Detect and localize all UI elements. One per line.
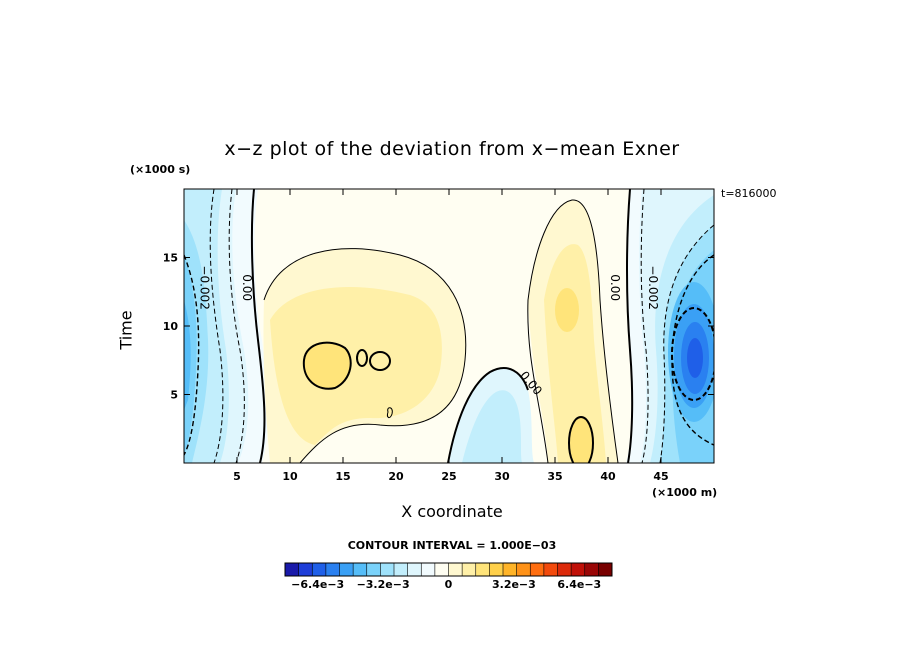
contour-field	[184, 189, 714, 463]
y-tick-label: 15	[163, 252, 178, 265]
colorbar-swatch	[298, 563, 313, 576]
colorbar-swatch	[285, 563, 300, 576]
colorbar-tick-label: 3.2e−3	[492, 578, 536, 591]
colorbar-swatch	[557, 563, 572, 576]
x-tick-label: 15	[335, 470, 350, 483]
colorbar-frame	[284, 562, 613, 577]
colorbar-swatch	[421, 563, 436, 576]
colorbar-tick-label: −3.2e−3	[357, 578, 410, 591]
colorbar: −6.4e−3 −3.2e−3 0 3.2e−3 6.4e−3	[284, 562, 613, 591]
time-stamp-label: t=816000	[721, 187, 777, 200]
colorbar-swatch	[584, 563, 599, 576]
colorbar-swatch	[462, 563, 477, 576]
contour-label: −0.002	[646, 265, 660, 309]
x-tick-label: 40	[600, 470, 616, 483]
x-tick-label: 35	[547, 470, 562, 483]
colorbar-swatch	[366, 563, 381, 576]
contour-interval-label: CONTOUR INTERVAL = 1.000E−03	[347, 539, 557, 552]
chart-title: x−z plot of the deviation from x−mean Ex…	[224, 138, 680, 160]
contour-label: 0.00	[608, 274, 622, 301]
colorbar-swatch	[503, 563, 518, 576]
colorbar-swatch	[543, 563, 558, 576]
colorbar-swatch	[598, 563, 613, 576]
x-axis-unit-label: (×1000 m)	[652, 486, 718, 499]
colorbar-swatch	[407, 563, 422, 576]
colorbar-swatch	[571, 563, 586, 576]
y-tick-label: 10	[163, 320, 179, 333]
colorbar-swatch	[312, 563, 327, 576]
colorbar-swatch	[380, 563, 395, 576]
contour-label: 0.00	[240, 274, 254, 301]
contour-label: −0.002	[198, 265, 212, 309]
y-tick-label: 5	[170, 389, 178, 402]
colorbar-swatch	[516, 563, 531, 576]
x-tick-label: 45	[653, 470, 668, 483]
x-axis-ticks: 5 10 15 20 25 30 35 40 45	[233, 189, 669, 483]
x-tick-label: 30	[494, 470, 510, 483]
colorbar-swatch	[339, 563, 354, 576]
colorbar-tick-label: 0	[445, 578, 453, 591]
colorbar-tick-label: 6.4e−3	[557, 578, 601, 591]
colorbar-swatch	[434, 563, 449, 576]
x-tick-label: 20	[388, 470, 404, 483]
y-axis-ticks: 5 10 15	[163, 252, 714, 402]
colorbar-swatch	[325, 563, 340, 576]
colorbar-swatch	[353, 563, 368, 576]
x-tick-label: 25	[441, 470, 456, 483]
colorbar-swatch	[530, 563, 545, 576]
contour-labels: −0.002 0.000.000.00 −0.002	[198, 265, 660, 398]
colorbar-swatch	[448, 563, 463, 576]
colorbar-swatch	[394, 563, 409, 576]
colorbar-swatch	[475, 563, 490, 576]
colorbar-swatch	[489, 563, 504, 576]
colorbar-tick-label: −6.4e−3	[291, 578, 344, 591]
x-tick-label: 5	[233, 470, 241, 483]
x-tick-label: 10	[282, 470, 298, 483]
x-axis-title: X coordinate	[401, 502, 503, 521]
y-axis-unit-label: (×1000 s)	[130, 163, 191, 176]
